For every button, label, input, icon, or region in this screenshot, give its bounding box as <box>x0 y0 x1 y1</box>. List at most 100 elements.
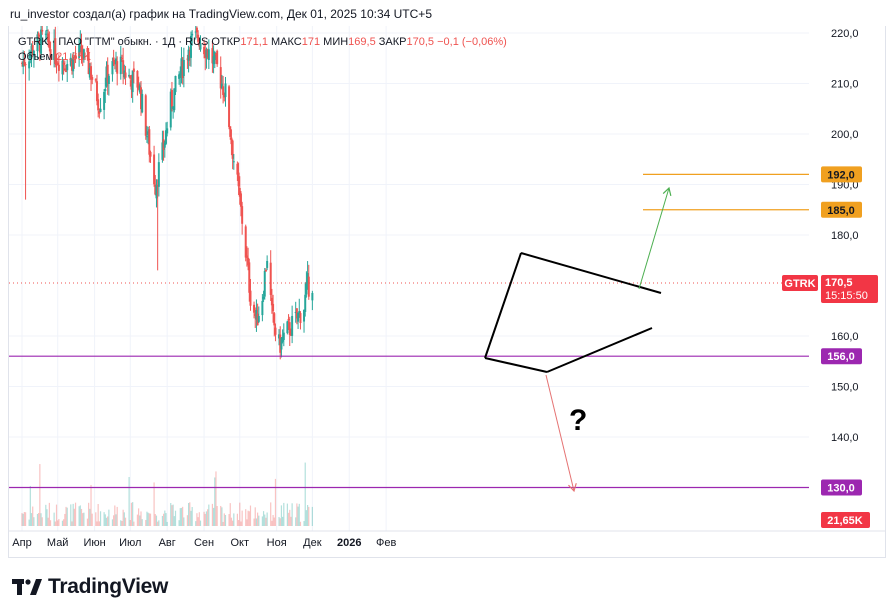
candle-body[interactable] <box>307 276 310 297</box>
candle-body[interactable] <box>204 53 207 59</box>
tradingview-brand[interactable]: TradingView <box>12 574 168 600</box>
candle-body[interactable] <box>97 99 100 111</box>
candle-body[interactable] <box>230 137 233 145</box>
candle-body[interactable] <box>106 64 109 83</box>
candle-body[interactable] <box>229 126 232 137</box>
candle-body[interactable] <box>311 292 314 301</box>
candle-body[interactable] <box>272 303 275 312</box>
target-up-arrow[interactable] <box>638 186 672 290</box>
candle-body[interactable] <box>179 73 182 78</box>
candle-body[interactable] <box>303 309 306 322</box>
label-192-box[interactable] <box>821 166 862 183</box>
candle-body[interactable] <box>22 61 25 67</box>
candle-body[interactable] <box>281 337 284 342</box>
candle-body[interactable] <box>30 45 33 55</box>
candle-body[interactable] <box>255 309 258 320</box>
candle-body[interactable] <box>95 81 98 102</box>
candle-body[interactable] <box>247 257 250 265</box>
candle-body[interactable] <box>65 70 68 73</box>
candle-body[interactable] <box>295 308 298 319</box>
candle-body[interactable] <box>161 142 164 160</box>
candle-body[interactable] <box>186 58 189 60</box>
candle-body[interactable] <box>278 334 281 339</box>
candle-body[interactable] <box>239 193 242 207</box>
candle-body[interactable] <box>45 29 48 31</box>
candle-body[interactable] <box>130 80 133 90</box>
candle-body[interactable] <box>212 56 215 65</box>
candle-body[interactable] <box>170 89 173 107</box>
candle-body[interactable] <box>137 84 140 89</box>
candle-body[interactable] <box>113 61 116 65</box>
candle-body[interactable] <box>238 187 241 197</box>
candle-body[interactable] <box>182 59 185 77</box>
candle-body[interactable] <box>195 27 198 33</box>
candle-body[interactable] <box>169 91 172 128</box>
candle-body[interactable] <box>166 128 169 134</box>
candle-body[interactable] <box>180 58 183 76</box>
candle-body[interactable] <box>153 154 156 185</box>
candle-body[interactable] <box>155 184 158 199</box>
candle-body[interactable] <box>174 75 177 93</box>
candle-body[interactable] <box>87 51 90 75</box>
candle-body[interactable] <box>237 172 240 187</box>
candle-body[interactable] <box>69 57 72 66</box>
candle-body[interactable] <box>54 38 57 65</box>
candle-body[interactable] <box>305 281 308 295</box>
candle-body[interactable] <box>224 83 227 98</box>
candle-body[interactable] <box>269 262 272 295</box>
candle-body[interactable] <box>116 61 119 74</box>
candle-body[interactable] <box>199 43 202 50</box>
candle-body[interactable] <box>241 206 244 224</box>
candle-body[interactable] <box>291 315 294 336</box>
candle-body[interactable] <box>289 332 292 336</box>
candle-body[interactable] <box>74 54 77 58</box>
candle-body[interactable] <box>214 53 217 55</box>
candle-body[interactable] <box>63 68 66 71</box>
candle-body[interactable] <box>253 304 256 313</box>
candle-body[interactable] <box>53 40 56 61</box>
candle-body[interactable] <box>270 297 273 306</box>
candle-body[interactable] <box>104 88 107 91</box>
candle-body[interactable] <box>231 140 234 159</box>
candle-body[interactable] <box>112 57 115 62</box>
candle-body[interactable] <box>198 44 201 47</box>
candle-body[interactable] <box>216 50 219 65</box>
candle-body[interactable] <box>164 130 167 144</box>
candle-body[interactable] <box>181 61 184 79</box>
candle-body[interactable] <box>129 75 132 79</box>
candle-body[interactable] <box>122 60 125 74</box>
candle-body[interactable] <box>49 49 52 60</box>
candle-body[interactable] <box>94 79 97 81</box>
question-annotation[interactable]: ? <box>569 404 587 437</box>
candle-body[interactable] <box>81 54 84 60</box>
candle-body[interactable] <box>219 67 222 89</box>
volume-label-box[interactable] <box>821 512 870 528</box>
candle-body[interactable] <box>115 58 118 65</box>
candle-body[interactable] <box>280 338 283 350</box>
legend-symbol[interactable]: GTRK <box>18 36 49 48</box>
price-chart[interactable]: ? 220,0 210,0 200,0 190,0 180,0 160,0 150,0 140,… <box>9 26 885 557</box>
label-185-box[interactable] <box>821 201 862 218</box>
candle-body[interactable] <box>107 75 110 84</box>
candle-body[interactable] <box>57 64 60 71</box>
candle-body[interactable] <box>262 296 265 299</box>
candle-body[interactable] <box>32 50 35 57</box>
candle-body[interactable] <box>187 49 190 61</box>
candle-body[interactable] <box>79 42 82 45</box>
candle-body[interactable] <box>37 33 40 37</box>
candle-body[interactable] <box>138 85 141 93</box>
candle-body[interactable] <box>273 313 276 326</box>
candle-body[interactable] <box>148 129 151 155</box>
candle-body[interactable] <box>154 184 157 195</box>
candle-body[interactable] <box>48 40 51 49</box>
candle-body[interactable] <box>55 62 58 66</box>
candle-body[interactable] <box>88 67 91 78</box>
candle-body[interactable] <box>254 313 257 317</box>
candle-body[interactable] <box>163 142 166 148</box>
candle-body[interactable] <box>205 49 208 58</box>
candle-body[interactable] <box>266 260 269 268</box>
candle-body[interactable] <box>149 151 152 157</box>
candle-body[interactable] <box>62 62 65 65</box>
candle-body[interactable] <box>66 63 69 71</box>
candle-body[interactable] <box>80 45 83 57</box>
